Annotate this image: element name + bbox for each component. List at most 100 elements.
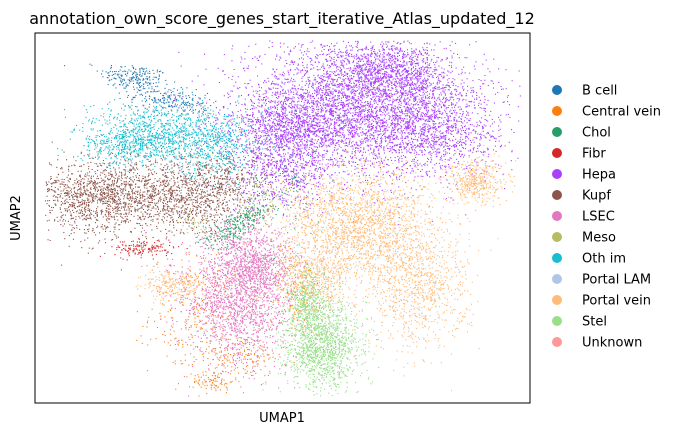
data-point	[360, 103, 362, 105]
data-point	[167, 97, 169, 99]
data-point	[339, 112, 341, 114]
data-point	[376, 92, 378, 94]
data-point	[182, 103, 184, 105]
data-point	[265, 81, 267, 83]
data-point	[198, 297, 200, 299]
data-point	[284, 165, 286, 167]
data-point	[216, 380, 218, 382]
data-point	[368, 70, 370, 72]
data-point	[190, 333, 192, 335]
data-point	[353, 120, 355, 122]
data-point	[308, 91, 310, 93]
data-point	[245, 87, 247, 89]
data-point	[378, 90, 380, 92]
data-point	[255, 212, 257, 214]
data-point	[358, 106, 360, 108]
data-point	[451, 66, 453, 68]
data-point	[415, 96, 417, 98]
data-point	[357, 96, 359, 98]
data-point	[372, 104, 374, 106]
data-point	[446, 98, 448, 100]
data-point	[337, 56, 339, 58]
data-point	[108, 80, 110, 82]
data-point	[366, 60, 368, 62]
data-point	[279, 42, 281, 44]
data-point	[340, 132, 342, 134]
data-point	[311, 100, 313, 102]
data-point	[347, 134, 349, 136]
data-point	[319, 155, 321, 157]
data-point	[376, 80, 378, 82]
data-point	[317, 86, 319, 88]
data-point	[154, 250, 156, 252]
data-point	[167, 101, 169, 103]
data-point	[455, 146, 457, 148]
data-point	[402, 82, 404, 84]
data-point	[195, 274, 197, 276]
data-point	[372, 88, 374, 90]
data-point	[374, 117, 376, 119]
data-point	[193, 308, 195, 310]
data-point	[323, 45, 325, 47]
data-point	[422, 61, 424, 63]
data-point	[435, 103, 437, 105]
data-point	[374, 107, 376, 109]
data-point	[375, 119, 377, 121]
data-point	[253, 225, 255, 227]
data-point	[297, 68, 299, 70]
data-point	[134, 96, 136, 98]
data-point	[319, 197, 321, 199]
data-point	[281, 347, 283, 349]
data-point	[300, 94, 302, 96]
data-point	[349, 70, 351, 72]
data-point	[262, 205, 264, 207]
data-point	[481, 152, 483, 154]
data-point	[232, 232, 234, 234]
data-point	[145, 96, 147, 98]
data-point	[123, 79, 125, 81]
data-point	[475, 131, 477, 133]
data-point	[358, 175, 360, 177]
data-point	[232, 220, 234, 222]
data-point	[140, 93, 142, 95]
data-point	[229, 373, 231, 375]
data-point	[273, 278, 275, 280]
data-point	[308, 120, 310, 122]
data-point	[234, 219, 236, 221]
data-point	[403, 164, 405, 166]
data-point	[192, 97, 194, 99]
data-point	[371, 81, 373, 83]
data-point	[135, 248, 137, 250]
data-point	[435, 142, 437, 144]
data-point	[445, 47, 447, 49]
data-point	[205, 387, 207, 389]
data-point	[244, 219, 246, 221]
data-point	[411, 148, 413, 150]
data-point	[148, 87, 150, 89]
data-point	[306, 262, 308, 264]
series-central-vein	[136, 246, 333, 397]
data-point	[284, 78, 286, 80]
data-point	[191, 106, 193, 108]
data-point	[364, 138, 366, 140]
data-point	[379, 167, 381, 169]
data-point	[394, 144, 396, 146]
data-point	[301, 77, 303, 79]
data-point	[437, 117, 439, 119]
data-point	[327, 86, 329, 88]
data-point	[370, 116, 372, 118]
data-point	[471, 100, 473, 102]
data-point	[432, 89, 434, 91]
data-point	[240, 359, 242, 361]
data-point	[203, 379, 205, 381]
data-point	[287, 81, 289, 83]
data-point	[312, 295, 314, 297]
data-point	[309, 140, 311, 142]
data-point	[217, 373, 219, 375]
data-point	[333, 61, 335, 63]
series-fibr	[99, 236, 188, 261]
data-point	[156, 240, 158, 242]
data-point	[329, 56, 331, 58]
data-point	[257, 212, 259, 214]
data-point	[335, 105, 337, 107]
